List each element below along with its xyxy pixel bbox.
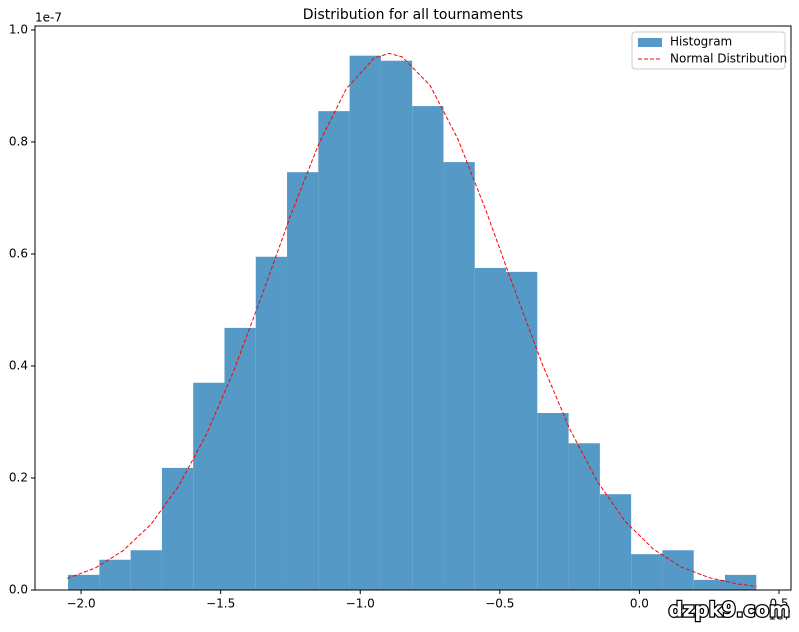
x-offset-label: 1e7 — [768, 609, 791, 623]
histogram-bar — [161, 467, 194, 590]
chart-title: Distribution for all tournaments — [303, 7, 523, 23]
watermark: dzpk9.com — [668, 598, 790, 622]
histogram-bar — [599, 494, 632, 590]
histogram-bar — [130, 550, 162, 590]
histogram-bar — [287, 172, 319, 591]
y-offset-label: 1e-7 — [35, 11, 62, 25]
histogram-bar — [568, 443, 600, 590]
histogram-bar — [193, 382, 225, 590]
y-tick-label: 0.2 — [9, 470, 28, 484]
histogram-bar — [412, 106, 444, 590]
legend-label: Normal Distribution — [670, 52, 787, 66]
x-tick-label: −1.0 — [346, 597, 375, 611]
x-tick-label: −0.5 — [485, 597, 514, 611]
histogram-bar — [537, 413, 569, 590]
y-tick-label: 0.0 — [9, 583, 28, 597]
histogram-bar — [349, 55, 381, 591]
x-tick-label: 0.0 — [630, 597, 649, 611]
legend-label: Histogram — [670, 35, 732, 49]
histogram-bar — [474, 267, 507, 590]
x-tick-label: −2.0 — [66, 597, 95, 611]
x-tick-label: 0.5 — [769, 597, 788, 611]
x-tick-label: −1.5 — [206, 597, 235, 611]
y-tick-label: 0.4 — [9, 358, 28, 372]
histogram-bar — [99, 559, 131, 590]
histogram-bar — [255, 256, 288, 590]
normal-curve — [66, 52, 757, 587]
histogram-bar — [68, 574, 100, 590]
histogram-bar — [318, 111, 350, 590]
histogram-bar — [631, 554, 663, 590]
histogram-bar — [506, 271, 538, 590]
y-tick-label: 0.6 — [9, 246, 28, 260]
histogram-bar — [443, 162, 475, 590]
plot-frame — [34, 25, 792, 591]
histogram-bar — [724, 574, 757, 590]
histogram-bar — [224, 327, 256, 590]
histogram-bar — [380, 60, 413, 591]
y-tick-label: 1.0 — [9, 22, 28, 36]
legend-swatch — [638, 38, 662, 47]
histogram-bar — [693, 579, 725, 590]
legend-box — [631, 31, 786, 70]
y-tick-label: 0.8 — [9, 134, 28, 148]
